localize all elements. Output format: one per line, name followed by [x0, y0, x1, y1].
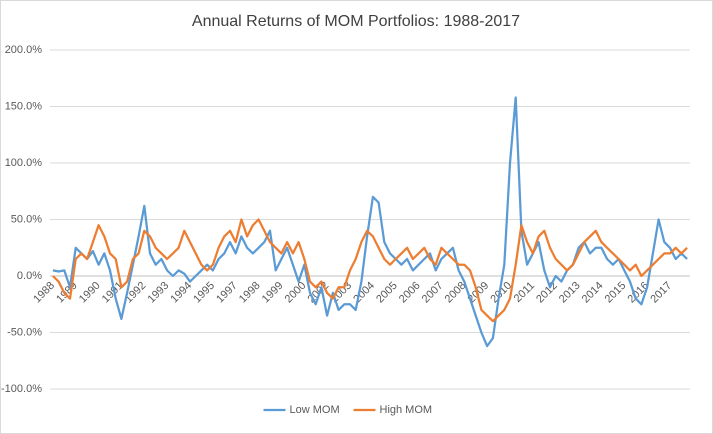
- y-tick-label: -50.0%: [7, 326, 42, 338]
- y-tick-label: -100.0%: [1, 383, 42, 395]
- y-tick-label: 150.0%: [5, 100, 43, 112]
- y-tick-label: 50.0%: [11, 213, 42, 225]
- y-tick-label: 100.0%: [5, 157, 43, 169]
- legend-label: Low MOM: [290, 404, 340, 416]
- legend-label: High MOM: [380, 404, 433, 416]
- series-line: [52, 218, 688, 323]
- y-tick-label: 200.0%: [5, 44, 43, 56]
- chart-title: Annual Returns of MOM Portfolios: 1988-2…: [192, 13, 520, 30]
- series-line: [52, 96, 688, 348]
- y-tick-label: 0.0%: [17, 270, 42, 282]
